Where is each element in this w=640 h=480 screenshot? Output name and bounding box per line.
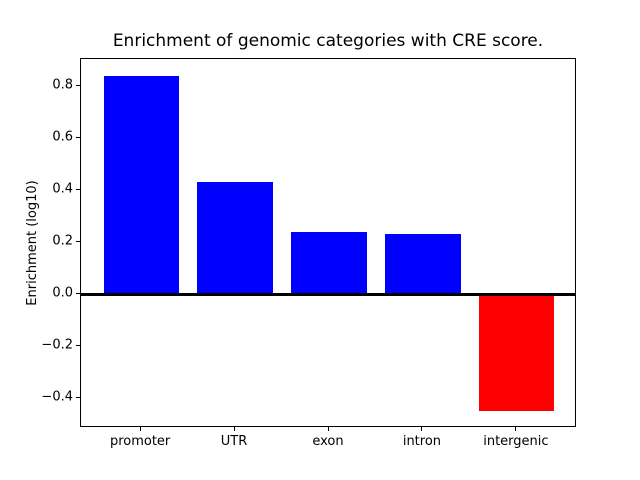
bar-promoter xyxy=(103,75,179,295)
bar-intron xyxy=(385,234,461,295)
x-tick-mark xyxy=(139,427,141,431)
plot-area xyxy=(80,58,576,427)
x-tick-label: intergenic xyxy=(483,434,549,449)
y-tick-mark xyxy=(76,396,80,398)
y-tick-mark xyxy=(76,188,80,190)
y-tick-mark xyxy=(76,84,80,86)
y-tick-label: −0.4 xyxy=(41,389,73,405)
x-tick-mark xyxy=(515,427,517,431)
y-tick-mark xyxy=(76,344,80,346)
y-tick-label: −0.2 xyxy=(41,337,73,353)
y-tick-label: 0.0 xyxy=(52,285,73,301)
y-tick-mark xyxy=(76,240,80,242)
x-tick-label: promoter xyxy=(109,434,171,449)
bar-UTR xyxy=(197,182,273,295)
bar-exon xyxy=(291,231,367,295)
x-tick-mark xyxy=(233,427,235,431)
x-tick-mark xyxy=(421,427,423,431)
y-tick-mark xyxy=(76,136,80,138)
x-tick-label: exon xyxy=(312,434,344,449)
y-tick-label: 0.8 xyxy=(52,77,73,93)
x-tick-label: UTR xyxy=(220,434,248,449)
y-tick-label: 0.6 xyxy=(52,129,73,145)
zero-line xyxy=(81,292,575,296)
x-tick-mark xyxy=(327,427,329,431)
bar-intergenic xyxy=(479,294,555,412)
y-tick-mark xyxy=(76,292,80,294)
y-tick-label: 0.2 xyxy=(52,233,73,249)
chart-title: Enrichment of genomic categories with CR… xyxy=(112,31,544,51)
x-tick-label: intron xyxy=(402,434,442,449)
y-tick-label: 0.4 xyxy=(52,181,73,197)
